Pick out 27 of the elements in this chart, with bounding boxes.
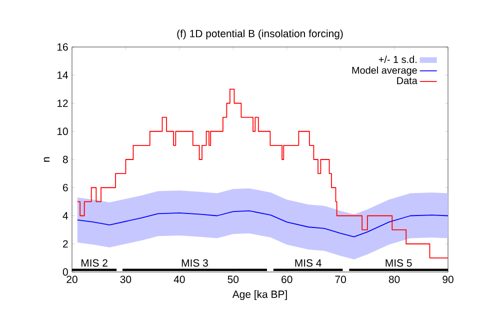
y-tick-label: 4 [62, 212, 68, 220]
y-tick-label: 12 [57, 100, 68, 107]
legend-label: Data [397, 77, 418, 84]
x-tick-label: 70 [335, 276, 346, 284]
y-tick-label: 0 [62, 268, 68, 276]
x-axis-title: Age [ka BP] [232, 290, 287, 300]
y-tick-label: 10 [57, 128, 68, 136]
x-tick-label: 50 [228, 276, 239, 284]
x-tick-label: 40 [174, 276, 185, 284]
series-label: MIS 3 [182, 259, 208, 267]
x-tick-label: 60 [282, 276, 292, 284]
y-tick-label: 16 [57, 43, 68, 51]
x-tick-label: 90 [442, 276, 454, 284]
y-tick-label: 6 [63, 184, 68, 192]
y-tick-label: 2 [63, 240, 68, 248]
x-tick-label: 80 [388, 276, 400, 284]
x-tick-label: 20 [66, 276, 78, 284]
y-tick-label: 8 [62, 156, 68, 164]
x-tick-label: 30 [120, 276, 132, 284]
y-tick-label: 14 [57, 72, 68, 79]
y-axis-title: n [44, 157, 50, 162]
legend-label: Model average [352, 66, 417, 76]
series-label: MIS 5 [386, 259, 412, 267]
series-label: MIS 4 [295, 259, 322, 267]
series-label: MIS 2 [81, 259, 108, 267]
annotation: +/- 1 s.d. [378, 56, 416, 63]
chart-title: (f) 1D potential B (insolation forcing) [177, 30, 343, 40]
